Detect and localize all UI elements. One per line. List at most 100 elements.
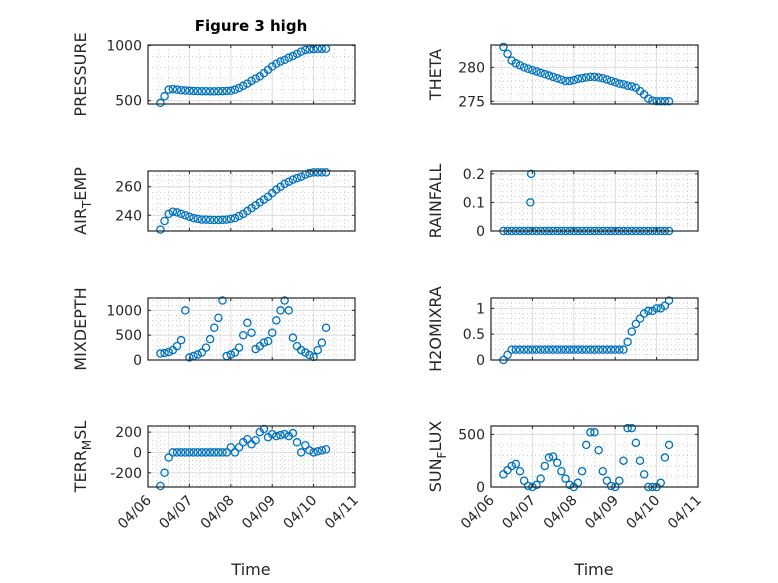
data-point	[561, 474, 570, 483]
plot-area	[491, 45, 698, 104]
data-point	[259, 338, 269, 347]
data-point	[181, 86, 190, 95]
data-point	[267, 328, 277, 337]
data-point	[288, 51, 298, 61]
data-point	[627, 82, 637, 91]
x-tick-label: 04/08	[198, 493, 238, 533]
data-point	[218, 215, 227, 225]
data-point	[156, 349, 165, 358]
data-point	[615, 79, 624, 88]
data-point	[569, 345, 579, 354]
data-point	[296, 448, 306, 457]
y-tick-label: 0	[133, 445, 142, 461]
data-point	[656, 304, 665, 313]
data-point	[181, 448, 190, 457]
axes-box	[490, 44, 699, 105]
data-point	[639, 470, 649, 479]
data-point	[193, 214, 202, 224]
x-tick-label: 04/06	[115, 492, 155, 532]
data-point	[615, 476, 624, 485]
x-tick-label: 04/10	[281, 493, 321, 533]
data-point	[226, 443, 236, 452]
data-point	[321, 323, 331, 333]
data-point	[263, 336, 273, 346]
data-point	[606, 481, 616, 491]
data-point	[288, 428, 298, 438]
data-point	[664, 296, 674, 305]
data-point	[664, 440, 674, 450]
data-point	[181, 211, 190, 220]
data-point	[515, 61, 525, 70]
data-point	[176, 85, 186, 95]
data-point	[656, 97, 665, 106]
data-point	[586, 345, 595, 354]
data-point	[243, 318, 252, 328]
data-point	[209, 448, 219, 457]
data-point	[552, 458, 562, 468]
data-point	[205, 215, 215, 225]
y-axis-label: TERRMSL	[71, 421, 94, 494]
y-axis-label: AIRTEMP	[71, 167, 94, 235]
data-point	[524, 345, 533, 354]
data-point	[577, 345, 587, 354]
data-point	[247, 76, 256, 86]
y-tick-label: 1	[476, 301, 485, 317]
data-point	[644, 94, 653, 103]
data-point	[292, 173, 302, 183]
data-point	[218, 296, 227, 305]
data-point	[627, 327, 637, 336]
data-point	[176, 448, 186, 457]
data-point	[548, 345, 558, 354]
data-point	[292, 438, 302, 447]
data-point	[168, 84, 178, 94]
data-point	[581, 345, 591, 354]
data-point	[515, 345, 525, 354]
data-point	[189, 448, 198, 457]
data-point	[176, 335, 186, 345]
data-point	[519, 63, 529, 72]
data-point	[214, 215, 223, 225]
y-tick-label: 0.5	[463, 327, 485, 343]
data-point	[280, 179, 289, 189]
data-point	[301, 441, 310, 450]
data-point	[321, 445, 331, 454]
data-point	[619, 456, 628, 465]
y-tick-label: 0.1	[463, 195, 485, 211]
data-point	[209, 215, 219, 225]
data-point	[503, 49, 512, 59]
data-point	[652, 304, 661, 313]
data-point	[544, 71, 554, 80]
data-point	[623, 337, 632, 347]
data-point	[317, 338, 327, 347]
data-point	[280, 55, 289, 65]
x-tick-label: 04/06	[458, 492, 498, 532]
data-point	[602, 75, 612, 84]
data-point	[168, 448, 178, 457]
data-point	[565, 345, 574, 354]
data-point	[565, 76, 574, 86]
data-point	[540, 69, 550, 79]
data-point	[552, 345, 562, 354]
y-tick-label: 500	[115, 328, 142, 344]
y-tick-label: 275	[458, 94, 485, 110]
data-point	[185, 212, 194, 221]
y-axis-label: SUNFLUX	[426, 421, 449, 493]
axes-box	[147, 297, 356, 361]
data-point	[586, 428, 595, 437]
data-point	[309, 352, 318, 362]
data-point	[164, 453, 173, 462]
x-tick-label: 04/09	[582, 493, 622, 533]
data-point	[528, 345, 537, 354]
data-point	[201, 343, 211, 352]
data-point	[197, 448, 207, 457]
data-point	[317, 168, 327, 177]
data-point	[185, 353, 194, 362]
data-point	[602, 345, 612, 354]
data-point	[189, 86, 198, 96]
data-point	[610, 78, 620, 87]
data-point	[548, 452, 558, 461]
data-point	[507, 461, 516, 471]
data-point	[226, 86, 236, 96]
data-point	[209, 87, 219, 96]
data-point	[267, 429, 277, 439]
